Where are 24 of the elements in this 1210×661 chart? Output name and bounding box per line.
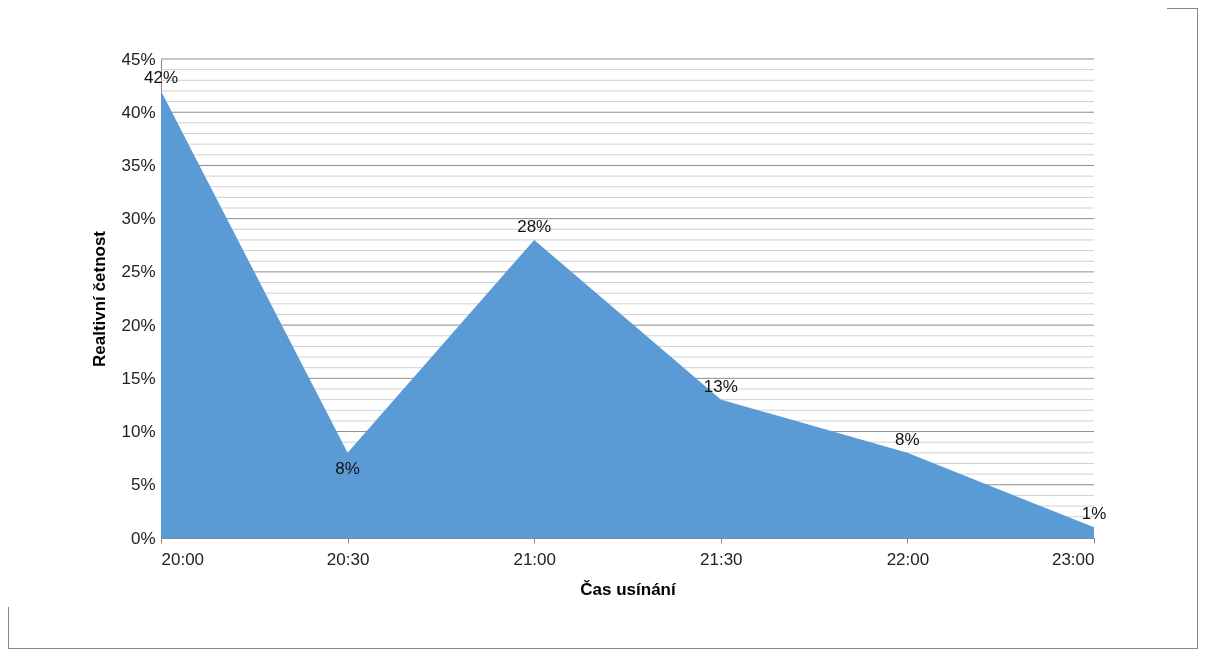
x-axis-title: Čas usínání — [580, 579, 677, 599]
y-tick-label: 35% — [121, 155, 156, 175]
y-tick-label: 30% — [121, 209, 156, 229]
y-tick-label: 10% — [121, 422, 156, 442]
x-tick-label: 20:00 — [161, 549, 205, 569]
x-tick-label: 21:00 — [513, 549, 556, 569]
y-axis-title: Realtivní četnost — [90, 230, 110, 368]
y-tick-label: 45% — [121, 49, 156, 69]
x-tick-label: 20:30 — [326, 549, 370, 569]
y-tick-label: 25% — [121, 262, 156, 282]
data-label: 28% — [517, 216, 552, 236]
data-label: 1% — [1081, 504, 1107, 524]
y-tick-label: 5% — [130, 475, 156, 495]
x-tick-label: 22:00 — [886, 549, 930, 569]
y-tick-label: 15% — [121, 368, 156, 388]
data-label: 8% — [335, 458, 360, 478]
data-label: 42% — [143, 67, 179, 87]
x-tick-label: 21:30 — [700, 549, 743, 569]
y-tick-label: 40% — [121, 102, 156, 122]
y-tick-label: 0% — [130, 528, 156, 548]
data-label: 8% — [895, 429, 920, 449]
y-tick-label: 20% — [121, 315, 156, 335]
data-label: 13% — [703, 376, 738, 396]
x-tick-label: 23:00 — [1051, 549, 1095, 569]
